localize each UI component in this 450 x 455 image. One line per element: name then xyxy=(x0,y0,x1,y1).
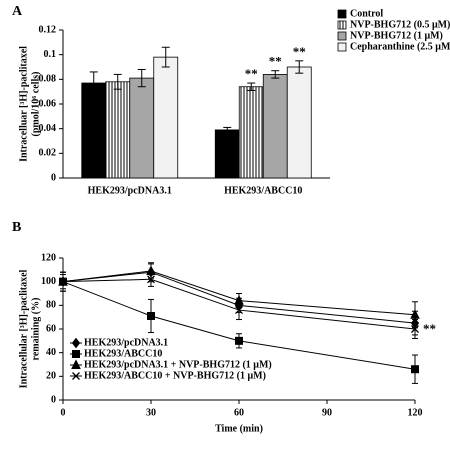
error-bar xyxy=(271,70,280,79)
legend-label: HEK293/ABCC10 + NVP-BHG712 (1 μM) xyxy=(84,370,266,381)
error-bar xyxy=(247,82,256,91)
bar xyxy=(214,129,240,179)
panel-letter: A xyxy=(12,4,23,19)
line xyxy=(62,271,416,324)
significance-label: ** xyxy=(245,66,258,81)
x-tick-label: 60 xyxy=(234,407,244,418)
legend-label: HEK293/pcDNA3.1 xyxy=(84,337,168,348)
x-tick-label: HEK293/ABCC10 xyxy=(224,185,302,196)
y-tick-label: 100 xyxy=(41,276,56,287)
line xyxy=(62,281,416,370)
legend-marker xyxy=(71,337,81,349)
x-axis-label: Time (min) xyxy=(215,423,263,434)
y-tick-label: 0.1 xyxy=(44,49,57,60)
y-axis-label: Intracelluar [³H]-paclitaxel xyxy=(18,46,29,162)
y-axis-label: remaining (%) xyxy=(30,298,41,361)
y-tick-label: 0.12 xyxy=(39,24,57,35)
bar xyxy=(129,77,155,179)
y-tick-label: 0 xyxy=(51,394,56,405)
significance-label: ** xyxy=(269,54,282,69)
y-tick-label: 80 xyxy=(46,300,56,311)
bar xyxy=(262,74,288,179)
legend-swatch xyxy=(337,20,347,30)
error-bar xyxy=(113,73,122,90)
x-tick-label: 90 xyxy=(322,407,332,418)
legend-label: HEK293/ABCC10 xyxy=(84,348,162,359)
x-tick-label: HEK293/pcDNA3.1 xyxy=(88,185,172,196)
bar xyxy=(286,66,312,179)
y-tick-label: 0 xyxy=(51,172,56,183)
point xyxy=(147,275,155,284)
bar xyxy=(81,82,107,179)
line xyxy=(62,278,416,330)
x-tick-label: 120 xyxy=(408,407,423,418)
x-tick-label: 30 xyxy=(146,407,156,418)
significance-label: ** xyxy=(293,44,306,59)
error-bar xyxy=(89,71,98,95)
y-tick-label: 120 xyxy=(41,252,56,263)
point xyxy=(235,306,243,315)
legend-swatch xyxy=(337,42,347,52)
y-tick-label: 0.02 xyxy=(39,148,57,159)
legend-label: NVP-BHG712 (0.5 μM) xyxy=(350,19,450,30)
legend-label: Control xyxy=(350,8,383,19)
y-tick-label: 60 xyxy=(46,323,56,334)
point xyxy=(235,336,243,345)
legend-marker xyxy=(72,372,80,380)
error-bar xyxy=(161,46,170,68)
bar xyxy=(238,86,264,179)
legend-swatch xyxy=(337,31,347,41)
point xyxy=(147,311,155,320)
line xyxy=(62,270,416,316)
legend-label: NVP-BHG712 (1 μM) xyxy=(350,30,443,41)
point xyxy=(411,365,419,374)
y-axis-label: (pmol/10⁶ cells) xyxy=(30,72,41,137)
legend-label: Cepharanthine (2.5 μM) xyxy=(350,41,450,52)
panel-letter: B xyxy=(12,220,21,235)
bar xyxy=(153,56,179,179)
point xyxy=(411,325,419,333)
y-tick-label: 40 xyxy=(46,347,56,358)
legend-marker xyxy=(71,359,81,369)
y-axis-label: Intracellular [³H]-paclitaxel xyxy=(18,269,29,388)
point xyxy=(410,309,420,319)
x-tick-label: 0 xyxy=(61,407,66,418)
y-tick-label: 0.04 xyxy=(39,123,57,134)
legend-marker xyxy=(72,350,80,358)
point xyxy=(59,277,67,286)
error-bar xyxy=(295,60,304,74)
error-bar xyxy=(223,126,232,133)
legend-label: HEK293/pcDNA3.1 + NVP-BHG712 (1 μM) xyxy=(84,359,272,370)
bar xyxy=(105,81,131,179)
significance-label: ** xyxy=(423,321,436,336)
y-tick-label: 0.06 xyxy=(39,98,57,109)
y-tick-label: 20 xyxy=(46,371,56,382)
y-tick-label: 0.08 xyxy=(39,74,57,85)
error-bar xyxy=(137,68,146,88)
legend-swatch xyxy=(337,9,347,19)
